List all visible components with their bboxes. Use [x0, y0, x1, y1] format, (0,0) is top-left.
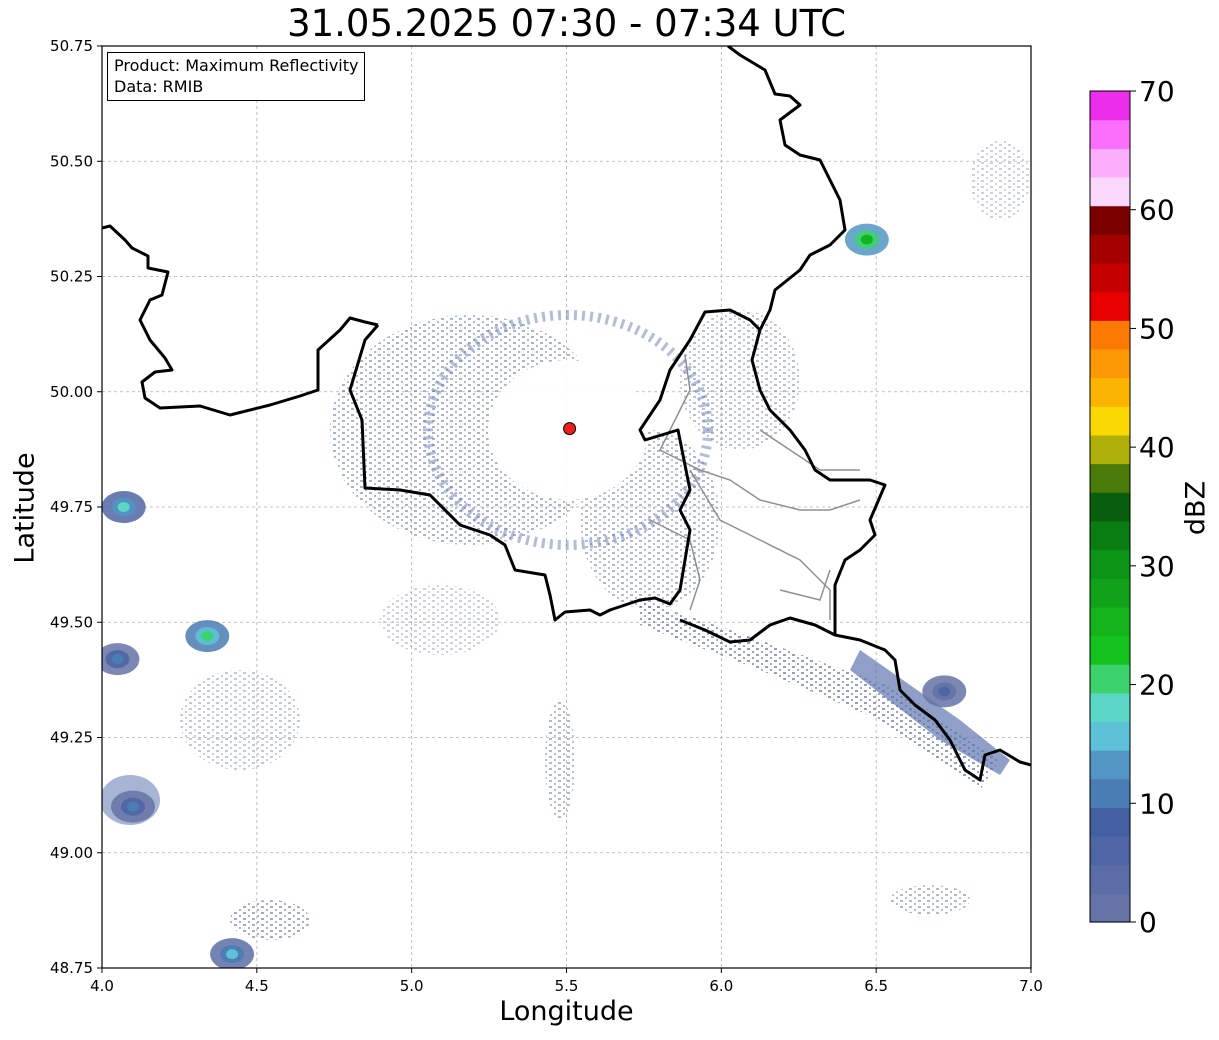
colorbar-tick-label: 10 — [1139, 787, 1175, 820]
colorbar-segment — [1090, 864, 1130, 894]
colorbar-segment — [1090, 148, 1130, 178]
x-axis-ticks: 4.0 4.5 5.0 5.5 6.0 6.5 7.0 — [90, 968, 1043, 995]
colorbar-tick-label: 50 — [1139, 312, 1175, 345]
colorbar-segment — [1090, 836, 1130, 866]
x-tick-label: 4.5 — [245, 977, 269, 995]
regional-boundaries — [649, 354, 861, 620]
colorbar-segment — [1090, 377, 1130, 407]
colorbar-segment — [1090, 549, 1130, 579]
y-axis-label: Latitude — [9, 452, 41, 564]
colorbar-segment — [1090, 434, 1130, 465]
colorbar-segment — [1090, 348, 1130, 379]
x-tick-label: 4.0 — [90, 977, 114, 995]
colorbar-segment — [1090, 606, 1130, 637]
y-tick-label: 49.50 — [50, 613, 93, 631]
colorbar-segment — [1090, 721, 1130, 751]
echo-cells — [102, 223, 967, 968]
x-axis-label: Longitude — [499, 996, 634, 1027]
map-layers — [102, 46, 1031, 968]
x-tick-label: 6.5 — [864, 977, 888, 995]
colorbar-segment — [1090, 635, 1130, 665]
product-info-box: Product: Maximum Reflectivity Data: RMIB — [107, 52, 366, 101]
y-tick-label: 48.75 — [50, 959, 93, 977]
echo-cell-core — [201, 631, 214, 642]
colorbar-segment — [1090, 234, 1130, 264]
colorbar-segment — [1090, 492, 1130, 522]
colorbar-segment — [1090, 664, 1130, 694]
radar-site-marker — [563, 422, 577, 436]
colorbar-segment — [1090, 893, 1130, 923]
colorbar-tick-label: 70 — [1139, 75, 1175, 108]
echo-cell-core — [938, 686, 951, 697]
colorbar-label: dBZ — [1180, 480, 1212, 536]
y-tick-label: 50.50 — [50, 152, 93, 170]
y-tick-label: 50.75 — [50, 37, 93, 55]
colorbar-tick-label: 0 — [1139, 906, 1157, 939]
colorbar-tick-label: 30 — [1139, 550, 1175, 583]
colorbar: 0 10 20 30 40 50 60 70 — [1089, 75, 1175, 939]
colorbar-segment — [1090, 205, 1130, 235]
colorbar-segment — [1090, 750, 1130, 780]
echo-cell-core — [860, 234, 873, 245]
colorbar-segment — [1090, 262, 1130, 293]
colorbar-tick-label: 20 — [1139, 669, 1175, 702]
colorbar-segment — [1090, 463, 1130, 493]
echo-cell-core — [126, 801, 139, 812]
national-boundaries — [102, 46, 1031, 782]
y-tick-label: 49.00 — [50, 844, 93, 862]
echo-cell-core — [117, 502, 130, 512]
chart-title: 31.05.2025 07:30 - 07:34 UTC — [287, 2, 846, 45]
colorbar-segment — [1090, 119, 1130, 149]
colorbar-frame — [1089, 90, 1131, 923]
product-label: Product: Maximum Reflectivity — [114, 56, 359, 75]
x-tick-label: 6.0 — [709, 977, 733, 995]
echo-cell-core — [111, 654, 124, 665]
colorbar-segment — [1090, 291, 1130, 321]
data-source-label: Data: RMIB — [114, 77, 204, 96]
y-tick-label: 49.25 — [50, 729, 93, 747]
echo-cell-core — [226, 949, 239, 960]
y-tick-label: 50.00 — [50, 383, 93, 401]
y-tick-label: 50.25 — [50, 268, 93, 286]
colorbar-tick-label: 40 — [1139, 431, 1175, 464]
y-tick-label: 49.75 — [50, 498, 93, 516]
colorbar-segment — [1090, 91, 1130, 121]
x-tick-label: 5.5 — [555, 977, 579, 995]
colorbar-segment — [1090, 406, 1130, 436]
colorbar-tick-label: 60 — [1139, 194, 1175, 227]
y-axis-ticks: 48.75 49.00 49.25 49.50 49.75 50.00 50.25 50.50… — [50, 37, 102, 977]
colorbar-segment — [1090, 778, 1130, 808]
colorbar-segment — [1090, 692, 1130, 723]
x-tick-label: 7.0 — [1019, 977, 1043, 995]
colorbar-segment — [1090, 176, 1130, 207]
colorbar-segment — [1090, 807, 1130, 837]
colorbar-segment — [1090, 578, 1130, 608]
colorbar-segment — [1090, 520, 1130, 551]
colorbar-segment — [1090, 320, 1130, 350]
x-tick-label: 5.0 — [400, 977, 424, 995]
